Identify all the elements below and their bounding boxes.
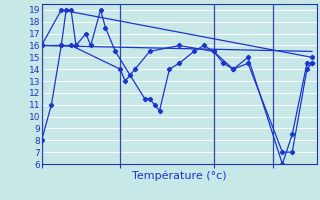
X-axis label: Température (°c): Température (°c) — [132, 171, 227, 181]
